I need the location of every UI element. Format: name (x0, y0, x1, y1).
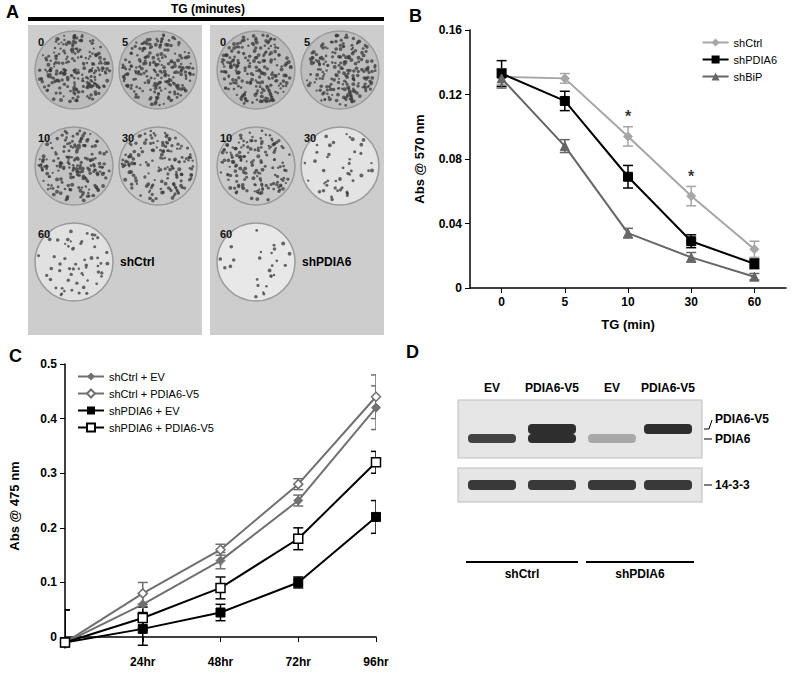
svg-text:PDIA6-V5: PDIA6-V5 (525, 381, 579, 395)
svg-text:60: 60 (748, 295, 762, 309)
svg-text:48hr: 48hr (208, 655, 234, 669)
svg-text:A: A (6, 2, 19, 22)
svg-text:0.3: 0.3 (40, 466, 57, 480)
svg-text:PDIA6: PDIA6 (715, 432, 751, 446)
svg-text:0: 0 (220, 36, 226, 48)
svg-text:30: 30 (122, 132, 134, 144)
svg-text:Abs @ 570 nm: Abs @ 570 nm (412, 114, 427, 203)
svg-text:0.08: 0.08 (439, 152, 463, 166)
svg-text:10: 10 (621, 295, 635, 309)
svg-text:0: 0 (498, 295, 505, 309)
svg-text:5: 5 (122, 36, 128, 48)
svg-text:0.04: 0.04 (439, 217, 463, 231)
svg-text:shPDIA6: shPDIA6 (302, 255, 352, 269)
svg-text:EV: EV (604, 381, 620, 395)
svg-text:EV: EV (484, 381, 500, 395)
svg-text:PDIA6-V5: PDIA6-V5 (715, 412, 769, 426)
svg-text:72hr: 72hr (286, 655, 312, 669)
svg-text:10: 10 (220, 132, 232, 144)
svg-text:60: 60 (38, 228, 50, 240)
svg-text:0: 0 (455, 281, 462, 295)
svg-text:shCtrl: shCtrl (120, 255, 155, 269)
svg-text:10: 10 (38, 132, 50, 144)
svg-text:shCtrl + EV: shCtrl + EV (109, 371, 166, 383)
svg-text:0.1: 0.1 (40, 575, 57, 589)
svg-text:B: B (409, 6, 422, 26)
svg-text:PDIA6-V5: PDIA6-V5 (641, 381, 695, 395)
svg-text:*: * (688, 168, 695, 185)
svg-text:C: C (9, 346, 22, 366)
svg-text:5: 5 (304, 36, 310, 48)
svg-text:shBiP: shBiP (734, 71, 763, 83)
svg-text:shPDIA6: shPDIA6 (615, 567, 665, 581)
svg-text:0.12: 0.12 (439, 88, 463, 102)
svg-text:30: 30 (685, 295, 699, 309)
svg-text:60: 60 (220, 228, 232, 240)
svg-text:0: 0 (50, 630, 57, 644)
svg-text:shPDIA6: shPDIA6 (734, 54, 777, 66)
svg-text:14-3-3: 14-3-3 (715, 478, 750, 492)
svg-text:shCtrl + PDIA6-V5: shCtrl + PDIA6-V5 (109, 388, 199, 400)
svg-text:0.4: 0.4 (40, 412, 57, 426)
svg-text:TG (minutes): TG (minutes) (171, 2, 245, 16)
svg-text:30: 30 (304, 132, 316, 144)
svg-text:0: 0 (38, 36, 44, 48)
svg-text:shPDIA6 + PDIA6-V5: shPDIA6 + PDIA6-V5 (109, 422, 214, 434)
svg-text:96hr: 96hr (363, 655, 389, 669)
svg-text:0.16: 0.16 (439, 23, 463, 37)
svg-text:0.5: 0.5 (40, 357, 57, 371)
svg-text:shCtrl: shCtrl (505, 567, 540, 581)
svg-text:0.2: 0.2 (40, 521, 57, 535)
svg-text:24hr: 24hr (130, 655, 156, 669)
svg-text:D: D (406, 342, 419, 362)
svg-text:TG (min): TG (min) (601, 317, 654, 332)
svg-text:shCtrl: shCtrl (734, 37, 763, 49)
svg-text:Abs @ 475 nm: Abs @ 475 nm (7, 461, 22, 550)
svg-text:*: * (625, 108, 632, 125)
svg-text:shPDIA6 + EV: shPDIA6 + EV (109, 405, 180, 417)
svg-text:5: 5 (561, 295, 568, 309)
